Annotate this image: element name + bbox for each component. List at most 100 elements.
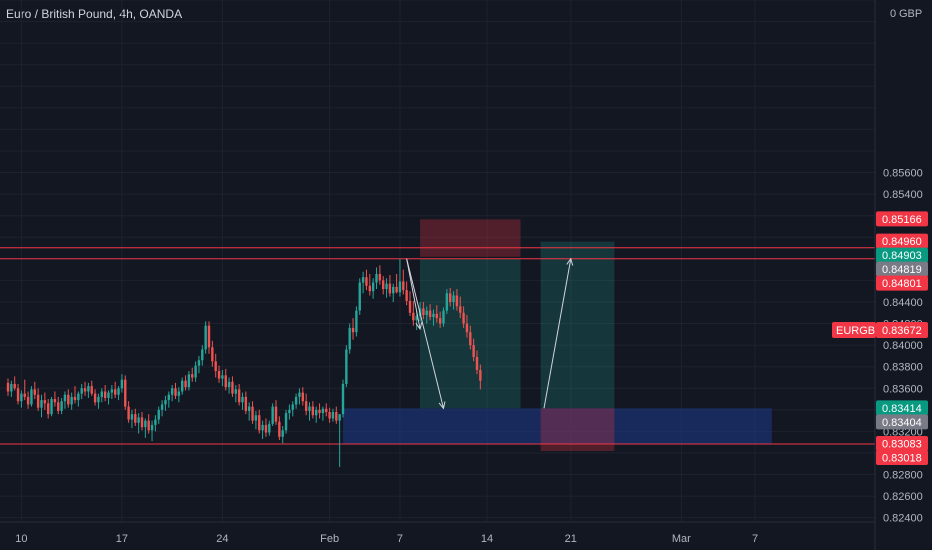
candle-body bbox=[432, 313, 435, 318]
candle bbox=[301, 387, 304, 406]
candle bbox=[268, 420, 271, 436]
candle-body bbox=[341, 383, 345, 415]
candle-body bbox=[197, 360, 201, 366]
price-badge: 0.84801 bbox=[876, 275, 928, 291]
time-tick-label: 7 bbox=[752, 533, 758, 545]
candle-body bbox=[455, 295, 459, 307]
candle-body bbox=[301, 392, 304, 402]
candle-body bbox=[67, 394, 70, 405]
candle-body bbox=[385, 283, 388, 290]
price-tick-label: 0.85400 bbox=[883, 189, 923, 201]
candle-body bbox=[90, 386, 93, 394]
candle bbox=[70, 392, 73, 410]
arrow bbox=[406, 258, 446, 410]
candle-body bbox=[63, 394, 67, 402]
arrow-head bbox=[566, 257, 574, 266]
candle bbox=[438, 311, 442, 328]
candle bbox=[355, 306, 358, 337]
candle bbox=[26, 391, 30, 409]
candle-body bbox=[328, 411, 331, 419]
arrows bbox=[406, 257, 574, 410]
candle bbox=[459, 296, 462, 319]
candle-body bbox=[338, 414, 341, 421]
price-tick-label: 0.82400 bbox=[883, 513, 923, 525]
candle-body bbox=[87, 386, 90, 392]
candle-body bbox=[248, 406, 251, 411]
candle-body bbox=[422, 308, 425, 315]
arrow-head bbox=[415, 322, 423, 331]
zone-green bbox=[540, 241, 615, 409]
candle bbox=[10, 380, 13, 397]
candle bbox=[348, 323, 351, 354]
candle bbox=[90, 380, 93, 396]
candle-body bbox=[348, 327, 351, 350]
candle-body bbox=[318, 409, 321, 414]
candle-body bbox=[459, 306, 462, 313]
candle bbox=[412, 300, 415, 326]
candle bbox=[335, 406, 338, 424]
candle-body bbox=[130, 414, 134, 420]
candle bbox=[288, 404, 291, 420]
candle bbox=[455, 289, 459, 311]
time-tick-label: 14 bbox=[481, 533, 493, 545]
candle bbox=[278, 416, 281, 441]
candle-body bbox=[335, 411, 338, 421]
candle bbox=[234, 385, 237, 403]
candle-body bbox=[40, 400, 43, 408]
currency-label: GBP bbox=[899, 8, 922, 20]
price-badge-bg bbox=[876, 211, 928, 227]
candle-body bbox=[331, 411, 335, 419]
candle bbox=[154, 415, 157, 432]
candle-body bbox=[261, 424, 264, 431]
candle-body bbox=[294, 396, 298, 405]
candle-body bbox=[110, 389, 114, 393]
candle bbox=[43, 392, 47, 410]
arrow-line bbox=[543, 258, 572, 409]
candle bbox=[479, 364, 482, 390]
candle-body bbox=[355, 310, 358, 333]
candle bbox=[36, 388, 40, 411]
candle-body bbox=[47, 403, 50, 415]
candle bbox=[30, 386, 33, 407]
candle bbox=[258, 409, 261, 434]
candle bbox=[315, 406, 318, 423]
time-tick-label: 17 bbox=[116, 533, 128, 545]
candle-body bbox=[60, 401, 63, 411]
candle-body bbox=[134, 414, 137, 423]
candle bbox=[33, 381, 36, 400]
candle-body bbox=[358, 282, 361, 311]
arrow bbox=[406, 258, 423, 331]
candle bbox=[368, 273, 371, 296]
candle-body bbox=[164, 400, 167, 405]
candle bbox=[328, 407, 331, 423]
price-badge: 0.83414 bbox=[876, 400, 928, 416]
candle-body bbox=[395, 286, 398, 293]
candle-body bbox=[281, 430, 284, 437]
candle-body bbox=[114, 389, 117, 395]
candle bbox=[428, 304, 432, 321]
candle-body bbox=[361, 277, 365, 283]
candle bbox=[294, 393, 298, 409]
price-tick-label: 0.82600 bbox=[883, 491, 923, 503]
candle-body bbox=[191, 374, 194, 378]
candle bbox=[445, 289, 449, 314]
price-badge: 0.83018 bbox=[876, 450, 928, 466]
time-axis[interactable]: 10 17 24 Feb 7 14 21 Mar 7 bbox=[15, 533, 758, 545]
candle-body bbox=[351, 327, 355, 333]
candle bbox=[191, 367, 194, 382]
candle bbox=[308, 402, 311, 421]
candle bbox=[120, 374, 124, 393]
candle bbox=[345, 345, 348, 388]
candle bbox=[207, 321, 211, 354]
price-badge-text: 0.84819 bbox=[882, 264, 922, 276]
candle-body bbox=[291, 404, 294, 410]
candle bbox=[351, 318, 355, 340]
candle-body bbox=[378, 273, 382, 281]
candle-body bbox=[445, 293, 449, 311]
candle-body bbox=[462, 312, 465, 324]
candle-body bbox=[274, 406, 278, 422]
candle-body bbox=[258, 415, 261, 431]
price-badge-text: 0.84801 bbox=[882, 278, 922, 290]
price-badge-text: 0.84960 bbox=[882, 236, 922, 248]
